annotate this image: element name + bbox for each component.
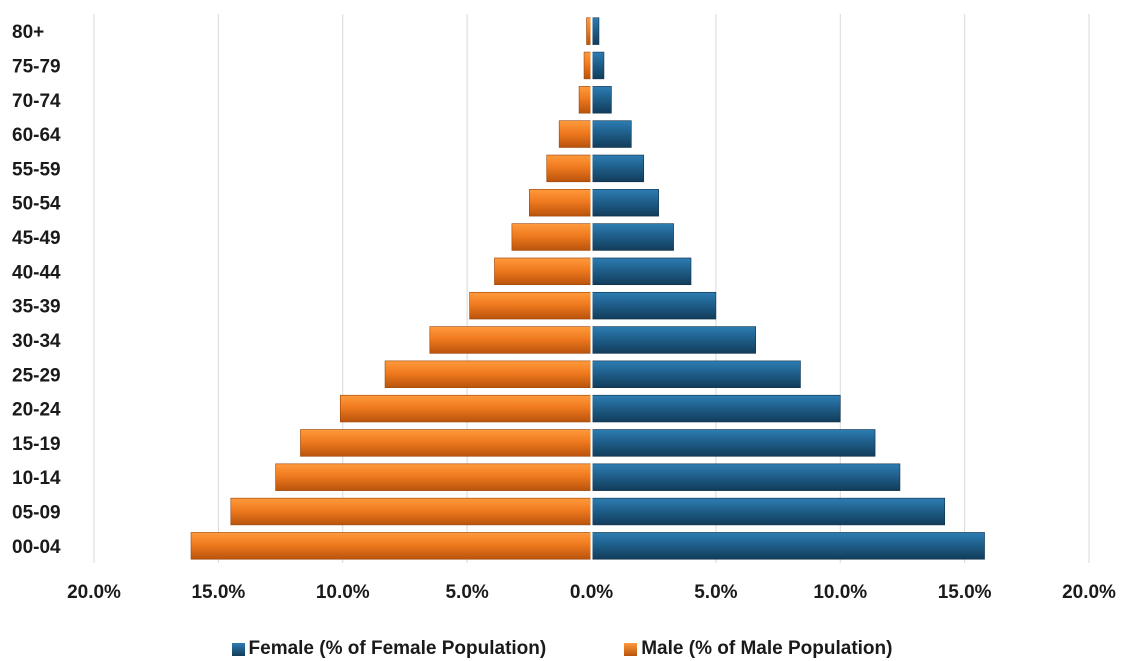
bar-female [591,463,901,491]
bar-male [275,463,592,491]
legend: Female (% of Female Population) Male (% … [0,637,1124,661]
category-label: 25-29 [12,365,61,386]
category-label: 50-54 [12,194,61,215]
bar-male [190,532,592,560]
bar-female [591,257,692,286]
legend-swatch-male [624,642,638,656]
bar-female [591,326,756,354]
category-label: 80+ [12,22,44,43]
bar-female [591,120,632,148]
category-label: 30-34 [12,331,61,352]
category-label: 70-74 [12,91,61,112]
bar-male [300,429,592,457]
bar-male [583,51,592,80]
bar-female [591,291,717,320]
x-tick-label: 0.0% [570,582,613,603]
bar-male [578,86,592,114]
category-label: 60-64 [12,125,61,146]
x-tick-label: 20.0% [67,582,121,603]
bar-female [591,360,801,388]
category-label: 35-39 [12,297,61,318]
x-tick-label: 15.0% [191,582,245,603]
bar-female [591,86,612,114]
category-label: 05-09 [12,503,61,524]
bar-male [529,189,592,217]
legend-item-male: Male (% of Male Population) [624,637,892,661]
bar-male [384,360,592,388]
legend-swatch-female [231,642,245,656]
bar-female [591,154,645,183]
category-label: 75-79 [12,56,61,77]
bar-female [591,51,605,80]
category-label: 00-04 [12,537,61,558]
bar-male [546,154,592,183]
x-tick-label: 10.0% [813,582,867,603]
legend-label-male: Male (% of Male Population) [641,638,893,659]
bar-female [591,189,659,217]
bar-male [429,326,592,354]
x-tick-label: 10.0% [316,582,370,603]
bar-female [591,394,841,423]
category-label: 45-49 [12,228,61,249]
bar-male [558,120,592,148]
x-tick-label: 20.0% [1062,582,1116,603]
bar-female [591,223,674,251]
bar-female [591,17,600,45]
legend-label-female: Female (% of Female Population) [248,638,547,659]
category-label: 15-19 [12,434,61,455]
x-tick-label: 15.0% [938,582,992,603]
chart-svg: 80+ 75-79 70-74 60-64 55-59 50-54 45-49 40-44 35… [12,14,1116,603]
bar-male [230,497,592,526]
bar-female [591,532,985,560]
x-tick-label: 5.0% [694,582,737,603]
category-labels: 80+ 75-79 70-74 60-64 55-59 50-54 45-49 40-44 35… [12,22,61,558]
category-label: 20-24 [12,400,61,421]
x-tick-label: 5.0% [445,582,488,603]
bar-male [494,257,592,286]
bar-male [511,223,592,251]
category-label: 40-44 [12,262,61,283]
bar-male [339,394,592,423]
legend-item-female: Female (% of Female Population) [231,637,547,661]
bar-male [469,291,592,320]
category-label: 55-59 [12,159,61,180]
x-axis-tick-labels: 20.0% 15.0% 10.0% 5.0% 0.0% 5.0% 10.0% 15.0% 20.… [67,582,1116,603]
bar-female [591,497,946,526]
category-label: 10-14 [12,468,61,489]
bar-female [591,429,876,457]
bars [190,14,985,563]
